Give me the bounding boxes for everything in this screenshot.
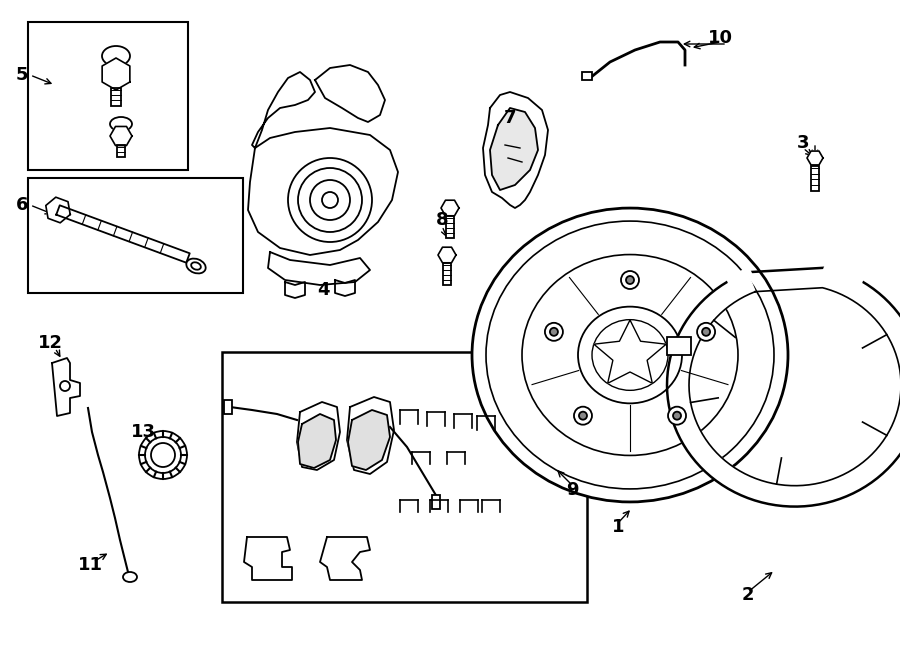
Polygon shape	[315, 65, 385, 122]
Text: 4: 4	[317, 281, 329, 299]
Bar	[224, 400, 232, 414]
Circle shape	[145, 437, 181, 473]
Bar	[432, 495, 440, 509]
Polygon shape	[594, 320, 666, 383]
Circle shape	[151, 443, 175, 467]
Polygon shape	[297, 402, 340, 470]
Circle shape	[322, 192, 338, 208]
Polygon shape	[807, 151, 823, 165]
Bar	[443, 263, 451, 285]
Polygon shape	[268, 252, 370, 285]
Text: 7: 7	[504, 109, 517, 127]
Ellipse shape	[578, 307, 682, 403]
Polygon shape	[46, 197, 70, 223]
Circle shape	[298, 168, 362, 232]
Bar	[111, 88, 121, 106]
Bar	[28, 22, 188, 170]
Text: 6: 6	[16, 196, 28, 214]
Circle shape	[673, 412, 681, 420]
Circle shape	[579, 412, 587, 420]
Polygon shape	[110, 126, 132, 145]
Polygon shape	[483, 92, 548, 208]
Text: 5: 5	[16, 66, 28, 84]
Ellipse shape	[186, 258, 206, 274]
Circle shape	[621, 271, 639, 289]
Polygon shape	[285, 282, 305, 298]
Text: 9: 9	[566, 481, 578, 499]
Text: 12: 12	[38, 334, 62, 352]
Polygon shape	[320, 537, 370, 580]
Polygon shape	[335, 280, 355, 296]
Polygon shape	[244, 537, 292, 580]
Ellipse shape	[123, 572, 137, 582]
Circle shape	[668, 407, 686, 424]
Bar	[668, 337, 691, 355]
Ellipse shape	[472, 208, 788, 502]
Ellipse shape	[592, 320, 668, 391]
Ellipse shape	[102, 46, 130, 66]
Text: 10: 10	[707, 29, 733, 47]
Bar	[28, 178, 243, 293]
Bar	[582, 72, 592, 80]
Ellipse shape	[522, 254, 738, 455]
Bar	[117, 145, 125, 157]
Circle shape	[60, 381, 70, 391]
Circle shape	[574, 407, 592, 424]
Polygon shape	[438, 247, 456, 263]
Polygon shape	[52, 358, 80, 416]
Ellipse shape	[191, 262, 201, 270]
Text: 3: 3	[796, 134, 809, 152]
Circle shape	[626, 276, 634, 284]
Circle shape	[544, 323, 562, 341]
Text: 2: 2	[742, 586, 754, 604]
Circle shape	[702, 328, 710, 336]
Bar	[222, 352, 587, 602]
Text: 1: 1	[612, 518, 625, 536]
Circle shape	[310, 180, 350, 220]
Polygon shape	[252, 72, 315, 148]
Polygon shape	[348, 410, 390, 470]
Text: 8: 8	[436, 211, 448, 229]
Circle shape	[139, 431, 187, 479]
Polygon shape	[57, 206, 190, 262]
Text: 11: 11	[77, 556, 103, 574]
Ellipse shape	[486, 221, 774, 489]
Polygon shape	[667, 268, 900, 506]
Polygon shape	[298, 414, 336, 468]
Polygon shape	[347, 397, 394, 474]
Text: 13: 13	[130, 423, 156, 441]
Circle shape	[550, 328, 558, 336]
Bar	[811, 166, 819, 191]
Polygon shape	[490, 108, 538, 190]
Circle shape	[288, 158, 372, 242]
Bar	[446, 216, 454, 238]
Polygon shape	[248, 128, 398, 255]
Polygon shape	[441, 200, 459, 215]
Polygon shape	[102, 58, 130, 90]
Ellipse shape	[110, 117, 132, 131]
Circle shape	[698, 323, 716, 341]
